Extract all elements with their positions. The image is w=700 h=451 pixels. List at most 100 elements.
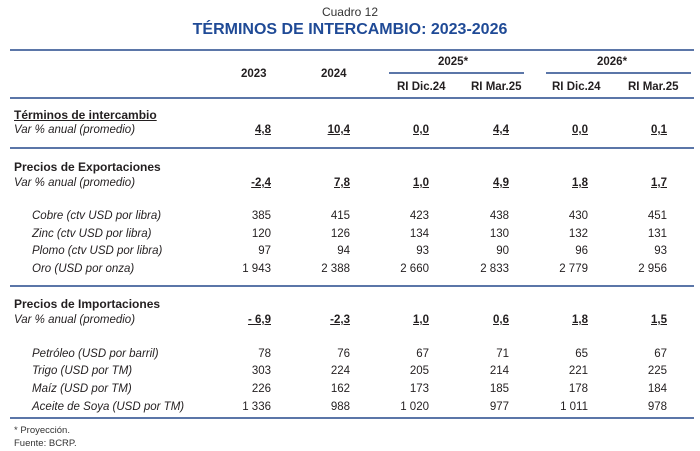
table-cell: 4,8: [255, 124, 271, 136]
table-cell: 214: [489, 365, 509, 377]
table-cell: 7,8: [334, 177, 350, 189]
table-cell: 1,0: [413, 314, 429, 326]
table-cell: 2 660: [400, 263, 429, 275]
col-header-2026-dic: RI Dic.24: [552, 81, 601, 93]
row-label: Maíz (USD por TM): [32, 383, 132, 395]
table-cell: 1 943: [242, 263, 271, 275]
table-cell: 988: [330, 401, 350, 413]
table-cell: 2 833: [480, 263, 509, 275]
row-label: Petróleo (USD por barril): [32, 348, 159, 360]
col-header-2023: 2023: [241, 68, 267, 80]
table-cell: 2 388: [321, 263, 350, 275]
table-cell: 225: [647, 365, 667, 377]
table-cell: 423: [409, 210, 429, 222]
table-cell: 132: [568, 228, 588, 240]
col-header-2026-mar: RI Mar.25: [628, 81, 679, 93]
table-cell: 67: [654, 348, 667, 360]
table-cell: 978: [647, 401, 667, 413]
row-label: Oro (USD por onza): [32, 263, 135, 275]
section-title: Términos de intercambio: [14, 108, 157, 122]
table-cell: 71: [496, 348, 509, 360]
row-label: Aceite de Soya (USD por TM): [32, 401, 185, 413]
table-cell: 67: [416, 348, 429, 360]
table-cell: 10,4: [327, 124, 350, 136]
table-cell: 134: [409, 228, 429, 240]
section-title: Precios de Exportaciones: [14, 160, 161, 174]
col-header-2026: 2026*: [597, 56, 628, 68]
table-cell: 184: [647, 383, 667, 395]
col-header-2024: 2024: [321, 68, 347, 80]
source-note: Fuente: BCRP.: [14, 438, 77, 449]
table-cell: 1,7: [651, 177, 667, 189]
table-cell: 65: [575, 348, 588, 360]
table-cell: 4,9: [493, 177, 509, 189]
table-cell: 303: [251, 365, 271, 377]
table-cell: 0,0: [413, 124, 429, 136]
row-label: Var % anual (promedio): [14, 124, 136, 136]
table-cell: 93: [416, 245, 429, 257]
table-cell: 0,1: [651, 124, 667, 136]
row-label: Plomo (ctv USD por libra): [32, 245, 163, 257]
divider: [389, 72, 524, 74]
table-cell: 205: [409, 365, 429, 377]
row-label: Trigo (USD por TM): [32, 365, 133, 377]
table-cell: 1 020: [400, 401, 429, 413]
table-cell: 97: [258, 245, 271, 257]
table-cell: 385: [251, 210, 271, 222]
section-title: Precios de Importaciones: [14, 297, 161, 311]
table-cell: 1,5: [651, 314, 667, 326]
row-label: Cobre (ctv USD por libra): [32, 210, 162, 222]
row-label: Zinc (ctv USD por libra): [32, 228, 152, 240]
table-cell: 977: [489, 401, 509, 413]
row-label: Var % anual (promedio): [14, 177, 136, 189]
table-cell: 178: [568, 383, 588, 395]
table-cell: 2 956: [638, 263, 667, 275]
col-header-2025: 2025*: [438, 56, 469, 68]
table-cell: 76: [337, 348, 350, 360]
divider: [10, 97, 694, 99]
divider: [10, 417, 694, 419]
table-cell: 221: [568, 365, 588, 377]
table-cell: 438: [489, 210, 509, 222]
table-cell: 4,4: [493, 124, 509, 136]
table-cell: 1,0: [413, 177, 429, 189]
table-cell: 93: [654, 245, 667, 257]
page-title: TÉRMINOS DE INTERCAMBIO: 2023-2026: [192, 21, 508, 38]
table-cell: 451: [647, 210, 667, 222]
table-cell: 1,8: [572, 177, 588, 189]
table-cell: 94: [337, 245, 350, 257]
table-cell: 120: [251, 228, 271, 240]
table-cell: 415: [330, 210, 350, 222]
table-cell: 162: [330, 383, 350, 395]
table-cell: 2 779: [559, 263, 588, 275]
table-cell: 1 011: [560, 401, 588, 413]
table-cell: 430: [568, 210, 588, 222]
table-cell: 126: [330, 228, 350, 240]
divider: [546, 72, 691, 74]
table-cell: 131: [647, 228, 667, 240]
table-cell: -2,3: [330, 314, 350, 326]
table-cell: 224: [330, 365, 350, 377]
footnote: * Proyección.: [14, 425, 70, 436]
divider: [10, 285, 694, 287]
col-header-2025-mar: RI Mar.25: [471, 81, 522, 93]
divider: [10, 49, 694, 51]
row-label: Var % anual (promedio): [14, 314, 136, 326]
table-cell: 90: [496, 245, 509, 257]
table-cell: 173: [409, 383, 429, 395]
table-cell: 130: [489, 228, 509, 240]
table-cell: 1,8: [572, 314, 588, 326]
table-cell: 185: [489, 383, 509, 395]
table-number: Cuadro 12: [321, 5, 379, 19]
table-cell: 78: [258, 348, 271, 360]
col-header-2025-dic: RI Dic.24: [397, 81, 446, 93]
table-cell: 0,0: [572, 124, 588, 136]
table-cell: 226: [251, 383, 271, 395]
divider: [10, 147, 694, 149]
table-cell: 1 336: [242, 401, 271, 413]
table-cell: - 6,9: [247, 314, 271, 326]
table-cell: 96: [575, 245, 588, 257]
table-cell: 0,6: [493, 314, 509, 326]
table-cell: -2,4: [251, 177, 271, 189]
